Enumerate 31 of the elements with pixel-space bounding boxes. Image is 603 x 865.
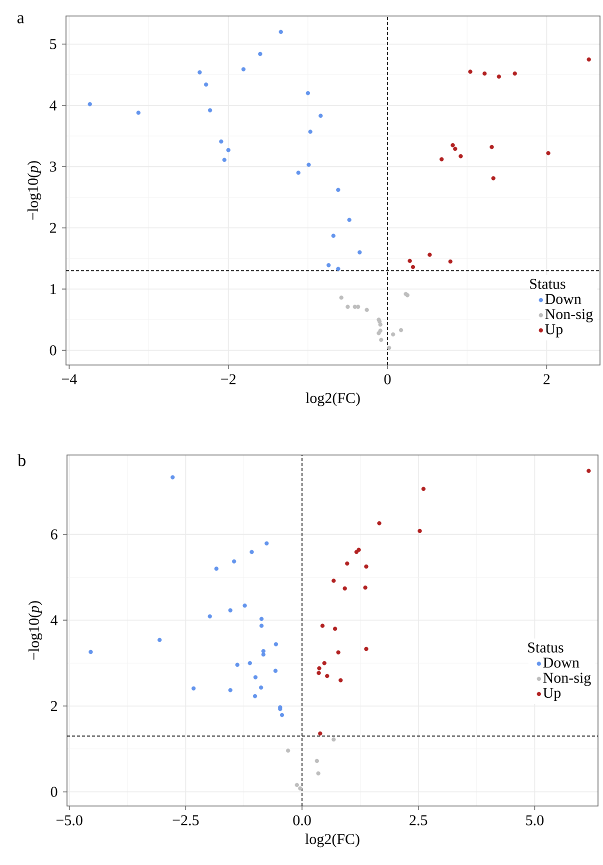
y-tick-label: 2 [50,701,57,711]
legend-title: Status [530,278,566,289]
y-tick-label: 5 [50,39,56,50]
chart-title: b [18,454,26,466]
chart-title: a [17,15,24,24]
legend-label: Down [545,294,582,304]
legend-label: Down [543,658,580,668]
x-tick-label: 0.0 [293,815,311,826]
x-tick-label: 0 [384,374,391,384]
x-axis-title: log2(FC) [306,392,360,406]
y-tick-label: 3 [50,162,56,172]
legend-label: Up [543,688,561,701]
y-tick-label: 1 [50,284,56,294]
x-tick-label: −5.0 [56,815,82,826]
x-tick-label: 5.0 [526,815,544,826]
legend-label: Non-sig [543,672,591,686]
y-tick-label: 4 [50,615,58,626]
legend-label: Non-sig [545,309,593,322]
x-tick-label: −2 [221,374,236,384]
x-tick-label: −4 [62,374,77,384]
x-axis-title: log2(FC) [305,834,360,848]
legend-title: Status [528,642,564,653]
y-tick-label: 0 [50,786,58,797]
y-tick-label: 2 [50,222,56,233]
y-tick-label: 6 [50,529,58,540]
x-tick-label: 2 [544,374,550,384]
y-tick-label: 0 [50,345,56,356]
x-tick-label: 2.5 [410,815,428,826]
y-tick-label: 4 [50,100,57,110]
x-tick-label: −2.5 [172,815,199,826]
legend-label: Up [545,324,563,338]
